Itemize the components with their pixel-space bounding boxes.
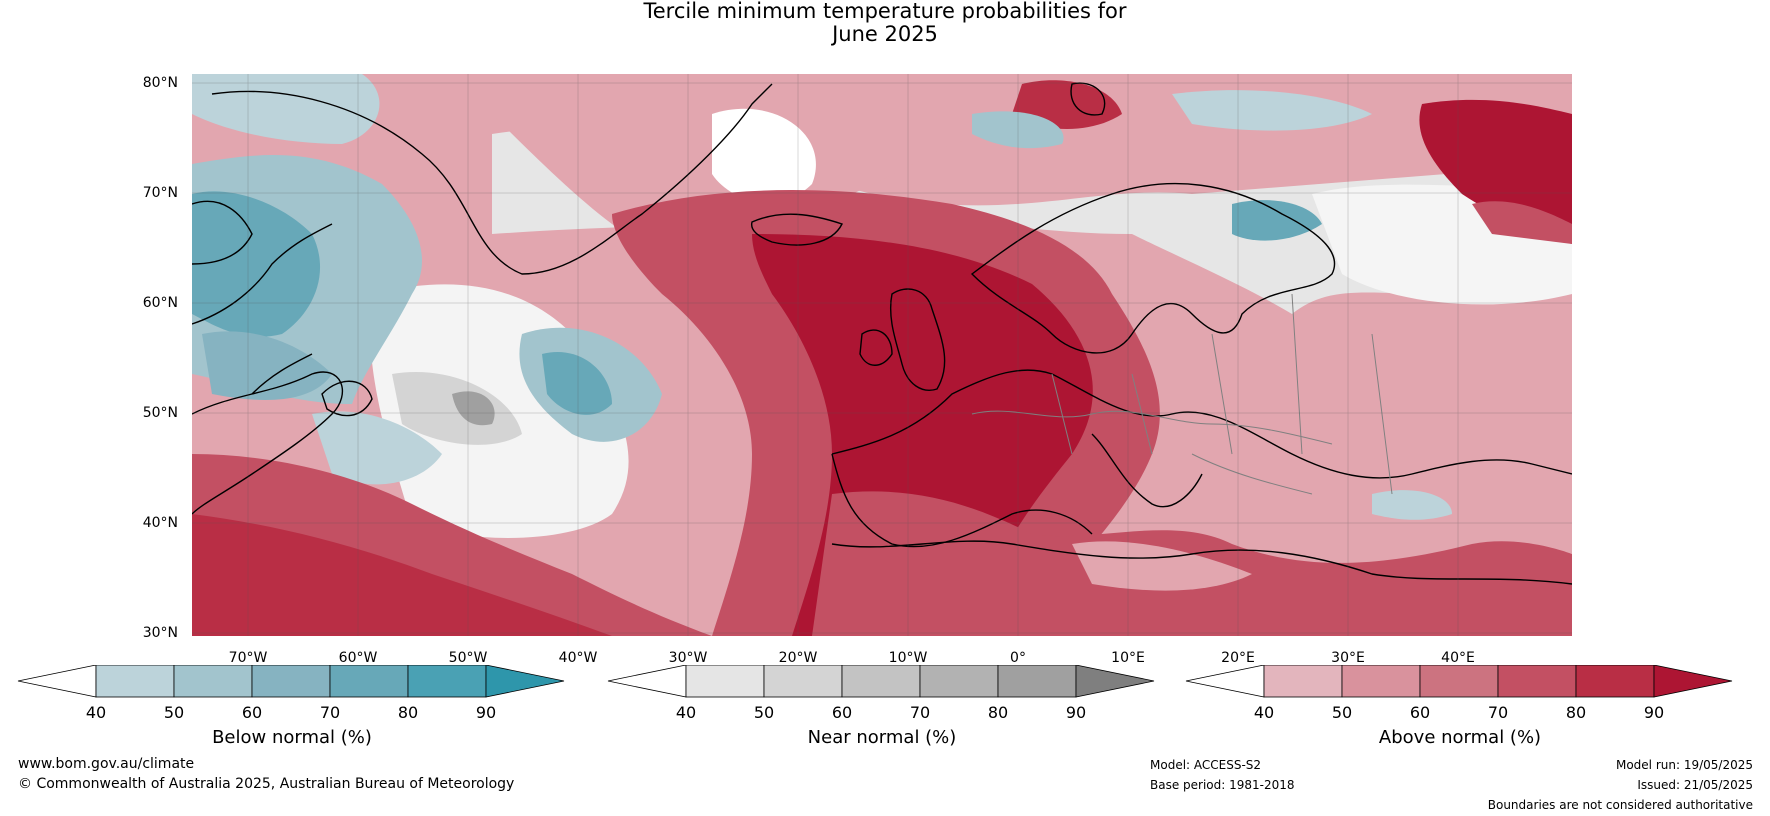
footer-disclaimer: Boundaries are not considered authoritat… (1487, 798, 1753, 812)
colorbar-below-tick-label: 40 (85, 703, 107, 722)
colorbar-above-tick-label: 60 (1409, 703, 1431, 722)
colorbar-near-high-extension (1075, 665, 1155, 698)
colorbar-near-tick-label: 60 (831, 703, 853, 722)
lon-label-20e: 20°E (1221, 650, 1255, 666)
lon-label-40e: 40°E (1441, 650, 1475, 666)
colorbar-below-title: Below normal (%) (212, 727, 372, 748)
colorbar-near-tick-label: 70 (909, 703, 931, 722)
colorbar-above-segment (1419, 665, 1499, 698)
lat-label-30n: 30°N (142, 625, 178, 641)
colorbar-above-tick-label: 50 (1331, 703, 1353, 722)
lon-label-0: 0° (1010, 650, 1026, 666)
colorbar-below-segment (329, 665, 409, 698)
colorbar-above-segment (1263, 665, 1343, 698)
lon-label-30e: 30°E (1331, 650, 1365, 666)
map-title-line1: Tercile minimum temperature probabilitie… (643, 0, 1127, 23)
lat-label-80n: 80°N (142, 75, 178, 91)
footer-copyright: © Commonwealth of Australia 2025, Austra… (18, 776, 515, 792)
footer-model: Model: ACCESS-S2 (1150, 758, 1262, 772)
colorbar-above-tick-label: 80 (1565, 703, 1587, 722)
colorbar-near-low-extension (607, 665, 687, 698)
footer-base-period: Base period: 1981-2018 (1150, 778, 1295, 792)
colorbar-below-segment (251, 665, 331, 698)
colorbar-above-title: Above normal (%) (1378, 727, 1542, 748)
colorbar-near-segment (685, 665, 765, 698)
lon-label-60w: 60°W (338, 650, 378, 666)
colorbar-near-segment (841, 665, 921, 698)
colorbar-above-tick-label: 70 (1487, 703, 1509, 722)
colorbar-below-segment (173, 665, 253, 698)
colorbar-below-low-extension (17, 665, 97, 698)
lat-label-70n: 70°N (142, 185, 178, 201)
colorbar-below-tick-label: 50 (163, 703, 185, 722)
colorbar-near-tick-label: 50 (753, 703, 775, 722)
colorbar-below-tick-label: 80 (397, 703, 419, 722)
colorbar-below-high-extension (485, 665, 565, 698)
colorbar-above-low-extension (1185, 665, 1265, 698)
lon-label-70w: 70°W (228, 650, 268, 666)
coastlines (192, 82, 1572, 585)
country-borders (971, 293, 1393, 495)
map-title: Tercile minimum temperature probabilitie… (0, 0, 1770, 46)
colorbars (17, 665, 1733, 698)
lat-label-50n: 50°N (142, 405, 178, 421)
lon-label-10w: 10°W (888, 650, 928, 666)
lon-label-30w: 30°W (668, 650, 708, 666)
lat-label-40n: 40°N (142, 515, 178, 531)
footer-issued: Issued: 21/05/2025 (1637, 778, 1753, 792)
graticule (192, 74, 1572, 636)
footer-website: www.bom.gov.au/climate (18, 756, 195, 772)
lon-label-10e: 10°E (1111, 650, 1145, 666)
colorbar-above-tick-label: 40 (1253, 703, 1275, 722)
colorbar-below-segment (95, 665, 175, 698)
colorbar-above-tick-label: 90 (1643, 703, 1665, 722)
colorbar-near-segment (997, 665, 1077, 698)
colorbar-above-segment (1575, 665, 1655, 698)
lat-label-60n: 60°N (142, 295, 178, 311)
colorbar-near-tick-label: 90 (1065, 703, 1087, 722)
lon-label-20w: 20°W (778, 650, 818, 666)
colorbar-below-tick-label: 60 (241, 703, 263, 722)
colorbar-below-segment (407, 665, 487, 698)
colorbar-near-tick-label: 80 (987, 703, 1009, 722)
colorbar-near-tick-label: 40 (675, 703, 697, 722)
colorbar-near-segment (763, 665, 843, 698)
probability-map (192, 74, 1572, 636)
colorbar-below-tick-label: 90 (475, 703, 497, 722)
lon-label-50w: 50°W (448, 650, 488, 666)
colorbar-near-segment (919, 665, 999, 698)
colorbar-above-segment (1341, 665, 1421, 698)
map-title-line2: June 2025 (832, 22, 938, 46)
lon-label-40w: 40°W (558, 650, 598, 666)
colorbar-below-tick-label: 70 (319, 703, 341, 722)
footer-model-run: Model run: 19/05/2025 (1615, 758, 1753, 772)
colorbar-above-segment (1497, 665, 1577, 698)
colorbar-near-title: Near normal (%) (807, 727, 957, 748)
colorbar-above-high-extension (1653, 665, 1733, 698)
